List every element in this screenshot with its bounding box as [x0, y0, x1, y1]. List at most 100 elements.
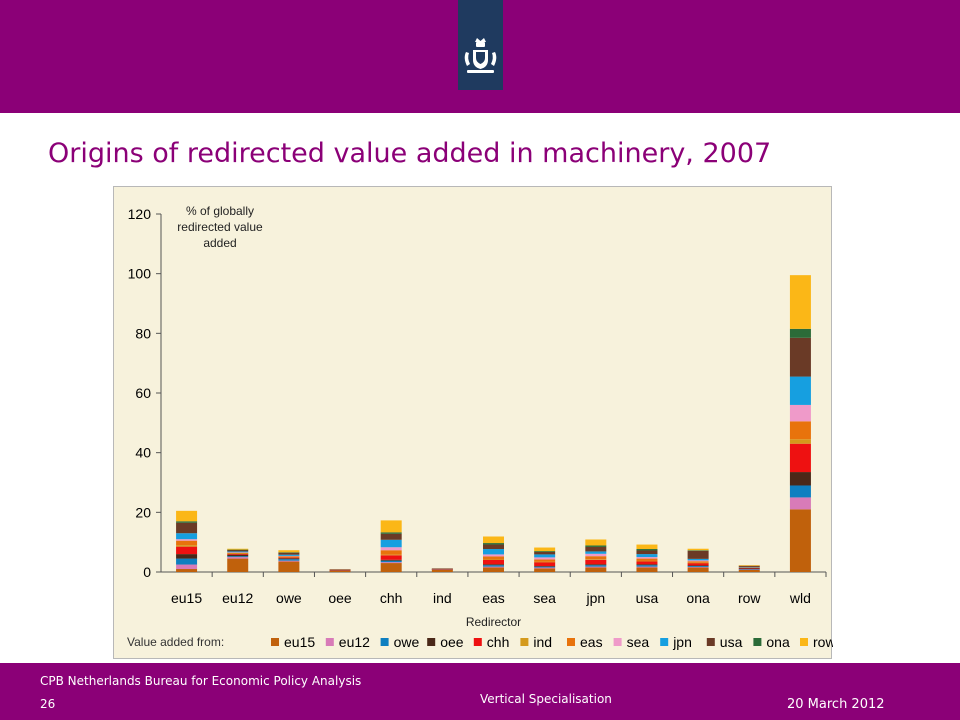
y-axis-title: redirected value — [177, 220, 263, 234]
bar-segment-eu15-jpn — [585, 567, 607, 572]
bar-segment-chh-owe — [278, 557, 300, 559]
bar-segment-ind-chh — [380, 554, 402, 556]
x-axis-title: Redirector — [466, 615, 521, 629]
legend-swatch-ona — [753, 638, 762, 646]
bar-segment-oee-wld — [789, 472, 811, 486]
stacked-bar-chart: 0 20 40 60 80 100 120 % of globally redirected v… — [127, 204, 833, 650]
bar-segment-usa-chh — [380, 533, 402, 540]
y-tick-label: 20 — [135, 504, 151, 520]
bar-segment-jpn-sea — [534, 554, 556, 558]
x-tick-label: jpn — [585, 590, 605, 606]
x-tick-label: sea — [533, 590, 556, 606]
bar-segment-oee-eu15 — [176, 554, 198, 559]
bar-segment-owe-sea — [534, 566, 556, 568]
footer-organization: CPB Netherlands Bureau for Economic Poli… — [40, 674, 362, 688]
y-tick-label: 40 — [135, 445, 151, 461]
bar-segment-oee-row — [738, 568, 760, 570]
x-tick-label: eas — [482, 590, 505, 606]
x-tick-label: eu15 — [171, 590, 202, 606]
x-tick-label: usa — [636, 590, 659, 606]
bar-segment-eu15-sea — [534, 568, 556, 572]
bar-segment-eas-wld — [789, 421, 811, 440]
bar-segment-eu12-usa — [636, 566, 658, 568]
bar-segment-oee-owe — [278, 558, 300, 560]
bar-segment-ind-eu15 — [176, 545, 198, 547]
bar-segment-ona-eu15 — [176, 521, 198, 523]
legend-label: eas — [580, 634, 603, 650]
bar-segment-sea-eu12 — [227, 552, 249, 553]
bar-segment-owe-eas — [483, 565, 504, 567]
bar-segment-eu12-ona — [687, 566, 709, 568]
bar-segment-eas-ind — [431, 568, 453, 570]
bar-segment-row-eu12 — [227, 548, 249, 550]
bar-segment-ona-sea — [534, 551, 556, 553]
legend-swatch-usa — [706, 638, 715, 646]
bar-segment-eu12-eu12 — [227, 557, 249, 559]
bar-segment-usa-jpn — [585, 546, 607, 552]
bar-segment-row-usa — [636, 544, 658, 550]
bar-segment-row-sea — [534, 547, 556, 552]
x-tick-label: ind — [433, 590, 452, 606]
bar-segment-usa-eas — [483, 544, 504, 550]
bar-segment-sea-ona — [687, 560, 709, 562]
bar-segment-eu15-usa — [636, 567, 658, 572]
crown-shield-emblem-icon — [464, 38, 497, 73]
bar-segment-oee-chh — [380, 559, 402, 561]
bar-segment-row-owe — [278, 550, 300, 553]
legend-label: usa — [720, 634, 743, 650]
y-tick-label: 0 — [143, 564, 151, 580]
legend-swatch-jpn — [660, 638, 669, 646]
bar-segment-ind-eu12 — [227, 553, 249, 555]
bar-segment-eu15-eas — [483, 567, 504, 572]
bar-segment-ona-jpn — [585, 545, 607, 547]
x-tick-label: owe — [276, 590, 302, 606]
bar-segment-chh-usa — [636, 561, 658, 565]
bar-segment-eas-row — [738, 567, 760, 568]
bar-segment-eu15-eu15 — [176, 569, 198, 572]
y-tick-label: 60 — [135, 385, 151, 401]
bar-segment-ind-eas — [483, 559, 504, 560]
bar-segment-chh-row — [738, 567, 760, 569]
bar-segment-sea-eu15 — [176, 539, 198, 541]
x-tick-label: row — [738, 590, 761, 606]
bar-segment-chh-ona — [687, 563, 709, 566]
bar-segment-sea-eas — [483, 554, 504, 557]
bar-segment-eu12-jpn — [585, 566, 607, 568]
footer-page-number: 26 — [40, 697, 56, 711]
bar-segment-eu12-row — [738, 569, 760, 570]
bar-segment-usa-owe — [278, 552, 300, 555]
legend-swatch-row — [800, 638, 808, 646]
bar-segment-ona-eu12 — [227, 549, 249, 551]
slide-title: Origins of redirected value added in mac… — [48, 138, 772, 169]
bar-segment-eas-eu15 — [176, 540, 198, 546]
bar-segment-eu12-eu15 — [176, 564, 198, 570]
bar-segment-sea-wld — [789, 404, 811, 422]
bar-segment-eu15-chh — [380, 563, 402, 572]
bar-segment-usa-row — [738, 565, 760, 567]
bar-segment-eas-chh — [380, 550, 402, 555]
bar-segment-eas-sea — [534, 559, 556, 562]
bar-segment-row-row — [738, 565, 760, 566]
legend-swatch-chh — [473, 638, 482, 646]
bar-segment-owe-wld — [789, 485, 811, 498]
bar-segment-usa-ona — [687, 550, 709, 559]
footer-topic: Vertical Specialisation — [480, 692, 612, 706]
bar-segment-chh-eas — [483, 559, 504, 565]
legend-swatch-ind — [520, 638, 529, 646]
legend-label: ona — [766, 634, 790, 650]
legend-label: row — [813, 634, 833, 650]
bar-segment-ind-wld — [789, 439, 811, 444]
bar-segment-sea-chh — [380, 547, 402, 551]
bar-segment-eu12-wld — [789, 497, 811, 510]
bar-segment-eu12-eas — [483, 566, 504, 568]
legend-swatch-eu15 — [271, 638, 279, 646]
legend-label: sea — [627, 634, 650, 650]
bar-segment-ona-ona — [687, 550, 709, 551]
bar-segment-usa-wld — [789, 337, 811, 377]
bar-segment-jpn-eas — [483, 549, 504, 555]
bar-segment-owe-ona — [687, 566, 709, 567]
legend-swatch-oee — [427, 638, 436, 646]
legend-label: oee — [440, 634, 464, 650]
legend-label: jpn — [672, 634, 692, 650]
bar-segment-usa-sea — [534, 552, 556, 555]
